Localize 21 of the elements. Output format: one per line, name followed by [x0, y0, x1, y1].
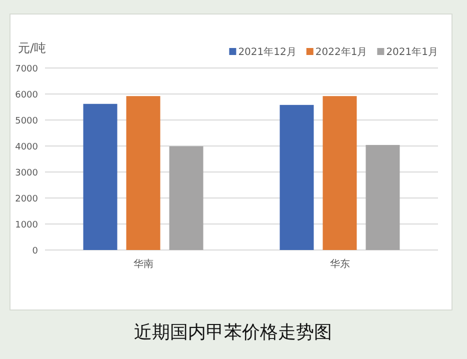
y-tick-label: 0 [32, 246, 38, 256]
legend-label: 2021年12月 [238, 46, 296, 58]
y-tick-label: 2000 [15, 194, 38, 204]
text: 近期国内甲苯价格走势图 [134, 322, 332, 343]
legend-label: 2022年1月 [315, 46, 368, 58]
y-tick-label: 7000 [15, 64, 38, 74]
y-tick-label: 3000 [15, 168, 38, 178]
bar [126, 96, 160, 250]
bar [83, 104, 118, 250]
y-tick-label: 4000 [15, 142, 38, 152]
bar [280, 104, 314, 250]
bar [366, 144, 400, 250]
x-tick-label: 华南 [133, 258, 154, 270]
bar [169, 146, 204, 250]
bar [322, 96, 357, 250]
y-tick-label: 1000 [15, 220, 38, 230]
x-tick-label: 华东 [330, 258, 350, 270]
y-axis-title: 元/吨 [18, 41, 46, 55]
legend-label: 2021年1月 [386, 46, 438, 58]
y-tick-label: 5000 [15, 116, 38, 126]
y-tick-label: 6000 [15, 90, 38, 100]
